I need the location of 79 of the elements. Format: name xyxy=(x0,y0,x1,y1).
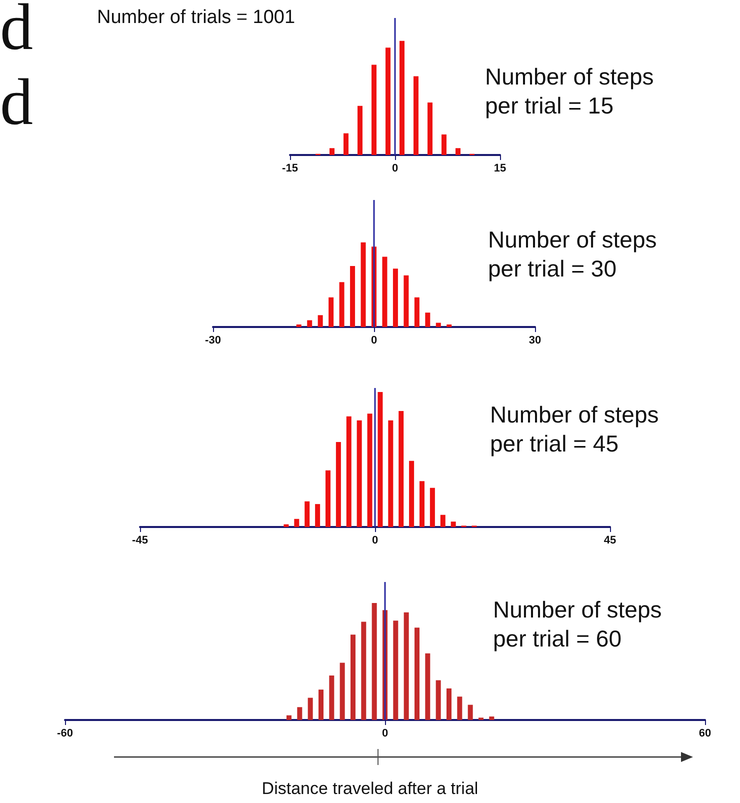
bar xyxy=(425,312,430,327)
bar xyxy=(404,275,409,327)
bar xyxy=(296,324,302,327)
bar xyxy=(360,242,366,327)
bar xyxy=(457,696,462,720)
x-tick-label: 30 xyxy=(528,334,542,346)
bar xyxy=(404,612,409,720)
chart-subtitle: Number of steps per trial = 30 xyxy=(488,226,664,282)
bar xyxy=(398,410,404,527)
bar xyxy=(328,297,334,327)
bar xyxy=(336,442,341,527)
bar xyxy=(330,148,334,155)
bar xyxy=(436,322,441,327)
bar xyxy=(326,470,330,527)
bar xyxy=(428,102,432,155)
x-tick-label: -15 xyxy=(282,162,298,174)
bar xyxy=(318,690,324,720)
text: d xyxy=(0,65,33,141)
bar xyxy=(350,266,356,327)
bar xyxy=(346,416,352,527)
bar xyxy=(304,501,310,527)
bar xyxy=(446,688,452,720)
bar xyxy=(388,420,394,527)
bar xyxy=(339,282,344,327)
bar xyxy=(372,603,377,720)
bar xyxy=(315,504,320,527)
bar xyxy=(414,297,420,327)
bar xyxy=(436,680,441,720)
x-tick-label: -60 xyxy=(57,728,73,740)
bar xyxy=(442,134,446,155)
bar xyxy=(409,460,414,527)
bar xyxy=(489,716,494,720)
x-tick-label: -45 xyxy=(132,534,148,546)
bar xyxy=(358,106,362,155)
x-tick-label: 0 xyxy=(370,334,378,346)
bar xyxy=(425,653,430,720)
bar xyxy=(284,524,289,527)
x-tick-label: 15 xyxy=(494,162,506,174)
bar xyxy=(400,40,404,155)
bar xyxy=(414,628,420,720)
bar xyxy=(344,133,348,155)
bar xyxy=(393,620,398,720)
bar xyxy=(440,514,446,527)
x-tick-label: 45 xyxy=(604,534,616,546)
bar xyxy=(286,715,292,720)
bar xyxy=(382,256,388,327)
x-axis-title: Distance traveled after a trial xyxy=(262,779,478,798)
x-tick-label: 60 xyxy=(698,728,712,740)
x-tick-label: 0 xyxy=(372,534,378,546)
bar xyxy=(361,622,366,720)
x-tick-label: 0 xyxy=(382,728,388,740)
chart-subtitle: Number of steps per trial = 60 xyxy=(493,596,668,652)
bar xyxy=(450,522,456,527)
bar xyxy=(297,707,302,720)
bar xyxy=(378,392,383,527)
x-tick-label: 0 xyxy=(392,162,398,174)
bar xyxy=(372,64,376,155)
bar xyxy=(367,414,372,527)
bar xyxy=(340,662,345,720)
bar xyxy=(430,488,435,527)
bar xyxy=(318,315,323,327)
bar xyxy=(392,268,398,327)
text: d xyxy=(0,0,33,64)
bar xyxy=(350,634,356,720)
text: Number of steps per trial = 15 xyxy=(485,64,660,118)
bar xyxy=(386,48,390,155)
bar xyxy=(307,320,312,327)
bar xyxy=(468,704,473,720)
text: Number of steps per trial = 45 xyxy=(490,402,666,456)
bar xyxy=(456,148,460,155)
bar xyxy=(308,698,313,720)
bar xyxy=(356,420,362,527)
bar xyxy=(446,324,452,327)
bar xyxy=(414,76,418,155)
bar xyxy=(329,676,334,720)
x-tick-label: -30 xyxy=(205,334,221,346)
bar xyxy=(420,481,424,527)
bar xyxy=(294,518,300,527)
chart-title: Number of trials = 1001 xyxy=(97,7,296,28)
